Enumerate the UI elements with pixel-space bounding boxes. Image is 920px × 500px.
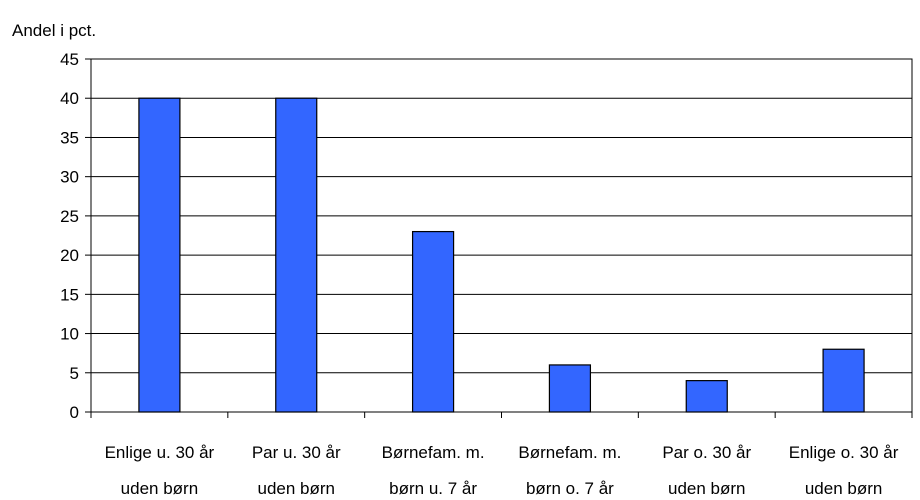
x-category-label: uden børn bbox=[805, 479, 883, 498]
y-tick-labels: 0 5 10 15 20 25 30 35 40 45 bbox=[60, 50, 79, 422]
bars bbox=[138, 97, 865, 413]
x-category-label: Børnefam. m. bbox=[382, 443, 485, 462]
y-tick-label: 15 bbox=[60, 285, 79, 304]
bar-2 bbox=[275, 97, 318, 413]
bar-6 bbox=[822, 348, 865, 413]
x-category-label: børn u. 7 år bbox=[389, 479, 477, 498]
x-category-label: Par o. 30 år bbox=[662, 443, 751, 462]
bar-1 bbox=[138, 97, 181, 413]
x-category-label: Par u. 30 år bbox=[252, 443, 341, 462]
y-tick-label: 35 bbox=[60, 128, 79, 147]
y-tick-label: 0 bbox=[70, 403, 79, 422]
x-category-label: Enlige u. 30 år bbox=[105, 443, 215, 462]
x-category-label: Børnefam. m. bbox=[518, 443, 621, 462]
y-tick-label: 30 bbox=[60, 168, 79, 187]
x-category-labels: Enlige u. 30 år uden børn Par u. 30 år uden… bbox=[105, 443, 899, 498]
x-category-label: uden børn bbox=[121, 479, 199, 498]
x-category-label: uden børn bbox=[258, 479, 336, 498]
y-tick-label: 5 bbox=[70, 364, 79, 383]
x-category-label: uden børn bbox=[668, 479, 746, 498]
y-tick-label: 40 bbox=[60, 89, 79, 108]
gridlines bbox=[91, 58, 912, 374]
y-tick-label: 20 bbox=[60, 246, 79, 265]
x-category-label: børn o. 7 år bbox=[526, 479, 614, 498]
bar-3 bbox=[411, 230, 455, 413]
plot-area-frame bbox=[90, 58, 913, 413]
bar-5 bbox=[685, 380, 728, 413]
y-tick-label: 45 bbox=[60, 50, 79, 69]
axes bbox=[85, 58, 913, 418]
y-tick-label: 25 bbox=[60, 207, 79, 226]
bar-4 bbox=[548, 364, 592, 413]
x-category-label: Enlige o. 30 år bbox=[789, 443, 899, 462]
y-tick-label: 10 bbox=[60, 325, 79, 344]
y-axis-unit-label: Andel i pct. bbox=[12, 21, 96, 40]
